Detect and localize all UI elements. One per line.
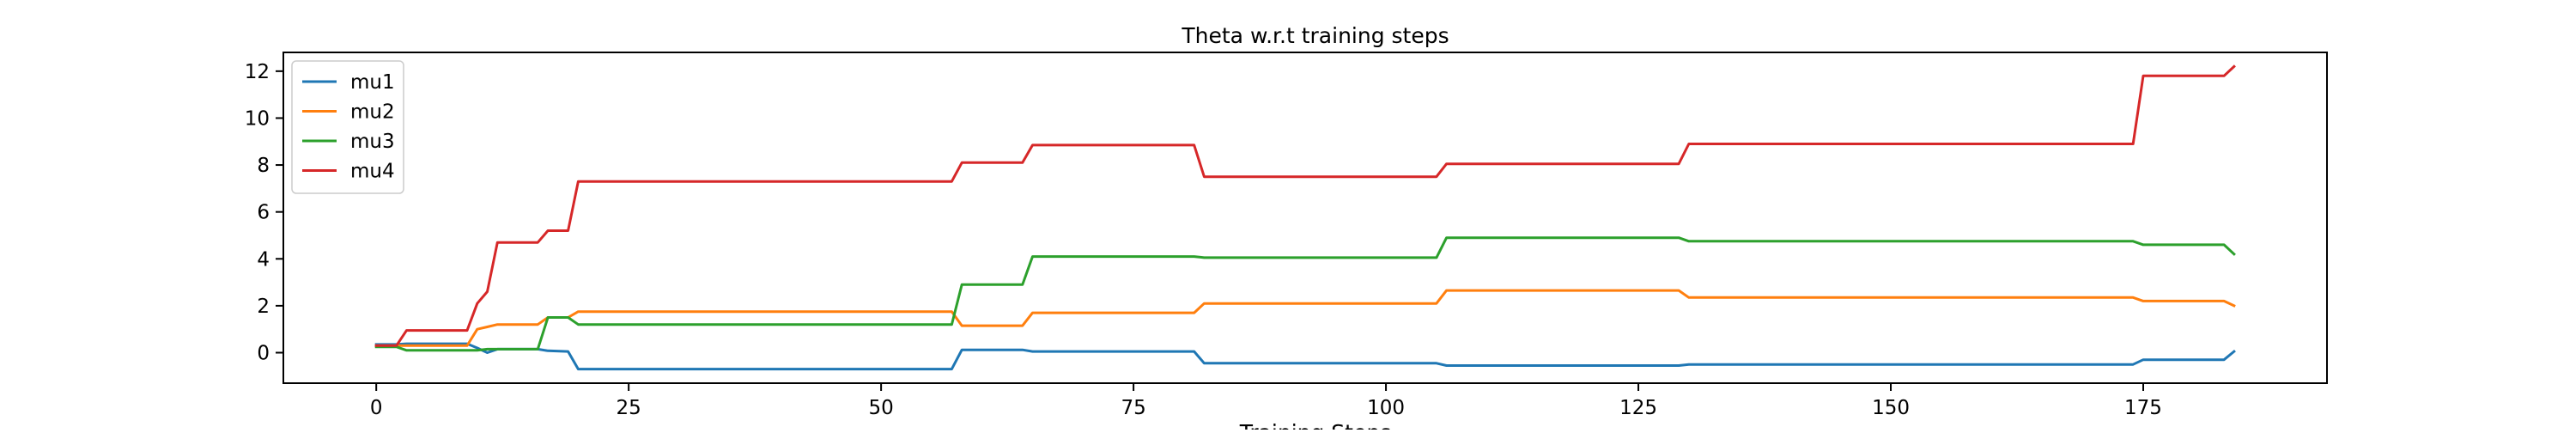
- y-tick-label: 6: [257, 202, 270, 224]
- y-tick-label: 2: [257, 296, 270, 318]
- series-line-mu1: [374, 342, 2236, 371]
- legend-label-mu1: mu1: [350, 71, 395, 94]
- legend-box: [291, 60, 404, 194]
- legend-label-mu3: mu3: [350, 131, 395, 153]
- y-tick-label: 0: [257, 343, 270, 365]
- plot-area: [374, 64, 2236, 371]
- x-tick-label: 125: [1619, 397, 1657, 419]
- plot-frame: [283, 52, 2328, 384]
- x-tick-label: 150: [1872, 397, 1910, 419]
- x-axis-label: Training Steps: [1239, 420, 1392, 430]
- series-line-mu4: [374, 64, 2236, 347]
- y-tick-label: 4: [257, 248, 270, 271]
- x-tick-label: 50: [868, 397, 893, 419]
- legend: mu1 mu2 mu3 mu4: [291, 60, 404, 194]
- y-tick-label: 8: [257, 155, 270, 177]
- legend-label-mu2: mu2: [350, 101, 395, 124]
- legend-label-mu4: mu4: [350, 161, 395, 183]
- y-tick-label: 10: [245, 107, 270, 130]
- x-tick-label: 175: [2124, 397, 2162, 419]
- chart-title: Theta w.r.t training steps: [1181, 23, 1449, 48]
- x-tick-label: 100: [1367, 397, 1405, 419]
- x-tick-label: 25: [617, 397, 641, 419]
- axes: 0 25 50 75 100 125 150 175 0 2 4 6 8 10 12: [245, 52, 2328, 419]
- series-line-mu2: [374, 289, 2236, 347]
- x-tick-label: 75: [1121, 397, 1145, 419]
- series-line-mu3: [374, 236, 2236, 352]
- x-tick-label: 0: [370, 397, 383, 419]
- y-tick-label: 12: [245, 61, 270, 83]
